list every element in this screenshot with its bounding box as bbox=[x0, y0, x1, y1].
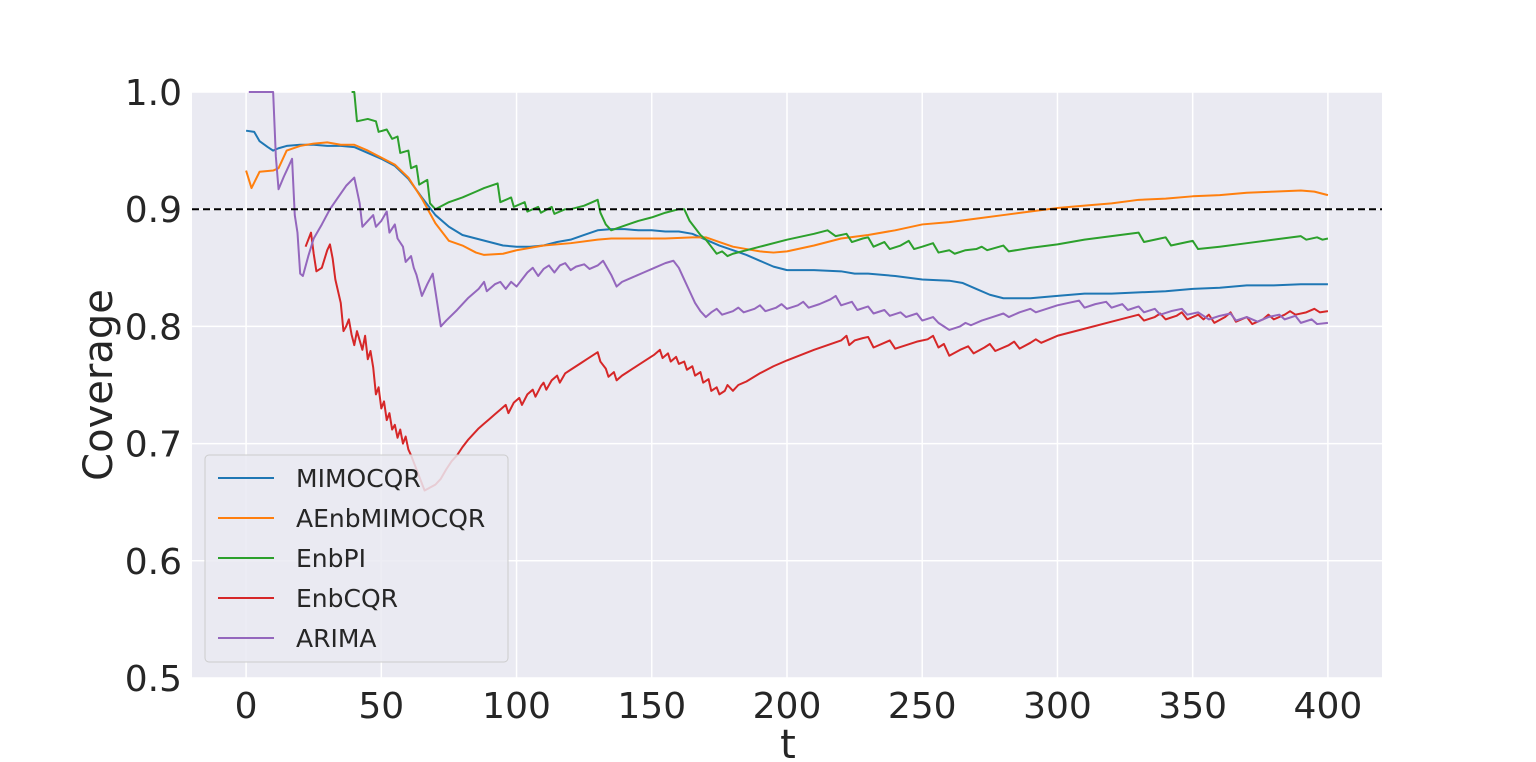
series-arima-line bbox=[248, 91, 1329, 331]
x-tick-label: 100 bbox=[482, 686, 551, 727]
x-tick-label: 300 bbox=[1023, 686, 1092, 727]
y-tick-label: 0.8 bbox=[125, 307, 182, 348]
x-tick-label: 200 bbox=[753, 686, 822, 727]
series-mimocqr-line bbox=[245, 129, 1328, 300]
x-tick-label: 0 bbox=[235, 686, 258, 727]
x-tick-labels: 0 50 100 150 200 250 300 350 400 bbox=[235, 686, 1363, 727]
x-tick-label: 400 bbox=[1294, 686, 1363, 727]
y-tick-label: 0.5 bbox=[125, 659, 182, 700]
x-tick-label: 150 bbox=[617, 686, 686, 727]
legend-label-mimocqr: MIMOCQR bbox=[296, 464, 421, 493]
x-tick-label: 250 bbox=[888, 686, 957, 727]
legend-label-aenbmimocqr: AEnbMIMOCQR bbox=[296, 504, 485, 533]
y-axis-label: Coverage bbox=[76, 289, 122, 481]
x-axis-label: t bbox=[780, 722, 796, 762]
y-tick-labels: 0.5 0.6 0.7 0.8 0.9 1.0 bbox=[125, 73, 182, 700]
legend-label-enbpi: EnbPI bbox=[296, 544, 366, 573]
y-tick-label: 0.7 bbox=[125, 425, 182, 466]
legend-label-enbcqr: EnbCQR bbox=[296, 584, 398, 613]
series-aenbmimocqr-line bbox=[245, 141, 1329, 256]
series-lines bbox=[245, 91, 1329, 492]
x-tick-label: 50 bbox=[358, 686, 404, 727]
x-tick-label: 350 bbox=[1158, 686, 1227, 727]
series-enbpi-line bbox=[351, 91, 1329, 258]
y-tick-label: 1.0 bbox=[125, 73, 182, 114]
legend-label-arima: ARIMA bbox=[296, 624, 377, 653]
y-tick-label: 0.9 bbox=[125, 190, 182, 231]
series-enbcqr-line bbox=[304, 231, 1329, 492]
legend: MIMOCQR AEnbMIMOCQR EnbPI EnbCQR ARIMA bbox=[204, 454, 509, 663]
legend-box bbox=[204, 454, 509, 663]
y-tick-label: 0.6 bbox=[125, 542, 182, 583]
